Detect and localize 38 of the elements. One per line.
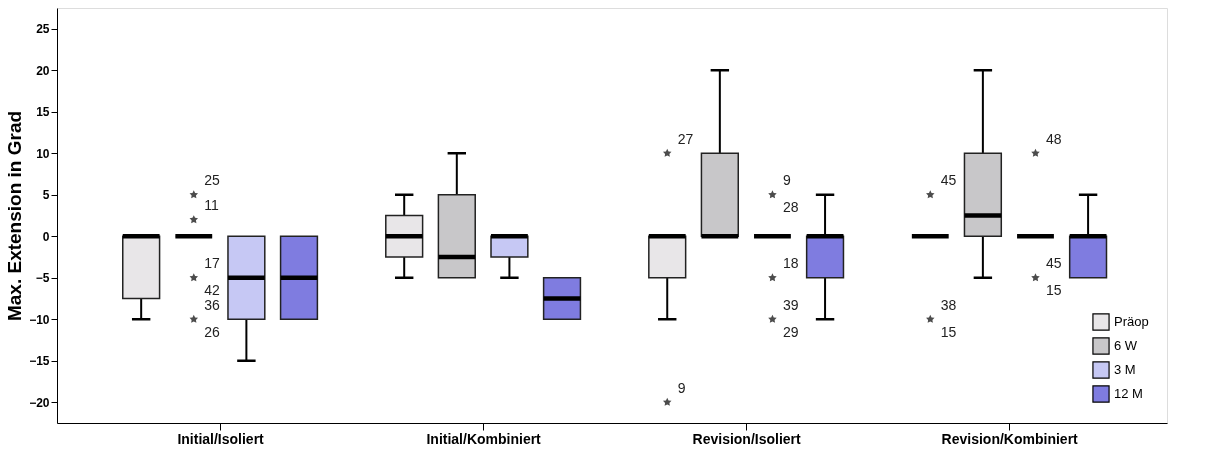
legend-label: 3 M xyxy=(1114,362,1136,377)
annotation: 18 xyxy=(782,255,799,272)
annotation: 36 xyxy=(204,296,221,313)
y-axis-title: Max. Extension in Grad xyxy=(4,110,26,322)
annotation: 28 xyxy=(782,199,799,216)
annotation: 25 xyxy=(204,172,221,189)
x-tick-label: Initial/Kombiniert xyxy=(426,430,542,447)
y-tick-label: 25 xyxy=(36,22,50,37)
legend-label: Präop xyxy=(1114,314,1149,329)
annotation: 17 xyxy=(204,255,221,272)
legend-label: 12 M xyxy=(1114,386,1143,401)
annotation: 42 xyxy=(204,282,221,299)
annotation: 39 xyxy=(782,296,799,313)
annotation: 15 xyxy=(940,323,957,340)
annotation: 45 xyxy=(940,172,957,189)
y-tick-label: −5 xyxy=(35,271,50,286)
y-tick-label: −15 xyxy=(29,354,50,369)
annotation: 38 xyxy=(940,296,957,313)
annotation: 15 xyxy=(1046,282,1062,299)
annotation: 26 xyxy=(204,323,221,340)
annotation: 11 xyxy=(204,197,220,214)
annotation: 48 xyxy=(1046,130,1062,147)
y-tick-label: 0 xyxy=(42,229,50,244)
x-tick-label: Initial/Isoliert xyxy=(177,430,265,447)
y-tick-label: −20 xyxy=(29,395,50,410)
x-tick-label: Revision/Isoliert xyxy=(692,430,802,447)
legend-label: 6 W xyxy=(1114,338,1138,353)
y-tick-label: 20 xyxy=(36,63,50,78)
y-tick-label: 5 xyxy=(42,188,50,203)
y-tick-label: −10 xyxy=(29,312,50,327)
annotation: 45 xyxy=(1046,255,1062,272)
annotation: 27 xyxy=(677,130,694,147)
y-tick-label: 10 xyxy=(36,146,50,161)
x-tick-label: Revision/Kombiniert xyxy=(941,430,1079,447)
annotation: 29 xyxy=(782,323,799,340)
annotation: 9 xyxy=(782,172,791,189)
y-tick-label: 15 xyxy=(36,105,50,120)
annotation: 9 xyxy=(677,379,686,396)
